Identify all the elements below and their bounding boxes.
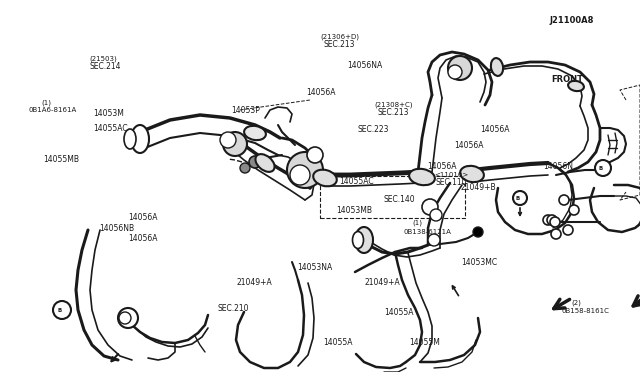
Circle shape xyxy=(448,65,462,79)
Ellipse shape xyxy=(313,170,337,186)
Ellipse shape xyxy=(244,126,266,140)
Ellipse shape xyxy=(353,231,364,248)
Circle shape xyxy=(547,215,557,225)
Text: 14055AC: 14055AC xyxy=(339,177,374,186)
Circle shape xyxy=(569,205,579,215)
Text: 14056NB: 14056NB xyxy=(99,224,134,233)
Circle shape xyxy=(223,132,247,156)
Circle shape xyxy=(290,165,310,185)
Text: 14055A: 14055A xyxy=(384,308,413,317)
Circle shape xyxy=(307,147,323,163)
Text: (1): (1) xyxy=(413,220,423,227)
Text: 0B158-8161C: 0B158-8161C xyxy=(562,308,610,314)
Circle shape xyxy=(220,132,236,148)
Text: 14053NA: 14053NA xyxy=(298,263,333,272)
Text: SEC.210: SEC.210 xyxy=(218,304,249,313)
Ellipse shape xyxy=(124,129,136,149)
Text: B: B xyxy=(599,166,603,170)
Text: 14055M: 14055M xyxy=(410,338,440,347)
Text: SEC.213: SEC.213 xyxy=(378,108,409,117)
Circle shape xyxy=(53,301,71,319)
Ellipse shape xyxy=(568,81,584,91)
Ellipse shape xyxy=(131,125,149,153)
Text: J21100A8: J21100A8 xyxy=(549,16,593,25)
Ellipse shape xyxy=(409,169,435,185)
Ellipse shape xyxy=(491,58,503,76)
Circle shape xyxy=(430,209,442,221)
Circle shape xyxy=(287,152,323,188)
Text: 14056A: 14056A xyxy=(128,234,157,243)
Circle shape xyxy=(422,199,438,215)
Text: 14055A: 14055A xyxy=(323,338,353,347)
Circle shape xyxy=(118,308,138,328)
Text: 14055AC: 14055AC xyxy=(93,124,127,133)
Text: (21308+C): (21308+C) xyxy=(374,102,413,108)
Circle shape xyxy=(543,215,553,225)
Text: B: B xyxy=(516,196,520,201)
Circle shape xyxy=(550,217,560,227)
Circle shape xyxy=(428,234,440,246)
Circle shape xyxy=(551,229,561,239)
Text: 14056A: 14056A xyxy=(128,213,157,222)
Text: 21049+B: 21049+B xyxy=(461,183,497,192)
Text: SEC.213: SEC.213 xyxy=(323,40,355,49)
Circle shape xyxy=(513,191,527,205)
Text: 14055MB: 14055MB xyxy=(44,155,79,164)
Text: 0B138-6121A: 0B138-6121A xyxy=(403,230,451,235)
Text: SEC.214: SEC.214 xyxy=(90,62,121,71)
Ellipse shape xyxy=(460,166,484,182)
Text: 14053M: 14053M xyxy=(93,109,124,118)
Text: (1): (1) xyxy=(42,99,52,106)
Text: FRONT: FRONT xyxy=(552,76,584,84)
Text: B: B xyxy=(58,308,62,312)
Text: 0B1A6-8161A: 0B1A6-8161A xyxy=(29,107,77,113)
Text: (21503): (21503) xyxy=(90,55,117,62)
Circle shape xyxy=(473,227,483,237)
Text: 14056A: 14056A xyxy=(428,162,457,171)
Text: 14056NA: 14056NA xyxy=(348,61,383,70)
Circle shape xyxy=(249,156,261,168)
Text: 14056A: 14056A xyxy=(306,88,335,97)
Text: (21306+D): (21306+D) xyxy=(320,34,359,41)
Ellipse shape xyxy=(355,227,373,253)
Text: 14056A: 14056A xyxy=(480,125,509,134)
Text: 14056N: 14056N xyxy=(543,162,573,171)
Text: 14056A: 14056A xyxy=(454,141,484,150)
Text: SEC.110: SEC.110 xyxy=(435,178,467,187)
Circle shape xyxy=(448,56,472,80)
Text: SEC.223: SEC.223 xyxy=(357,125,388,134)
Circle shape xyxy=(563,225,573,235)
Text: 21049+A: 21049+A xyxy=(237,278,273,287)
Circle shape xyxy=(559,195,569,205)
Text: 14053MC: 14053MC xyxy=(461,258,497,267)
Text: 21049+A: 21049+A xyxy=(365,278,401,287)
Text: <11010>: <11010> xyxy=(434,172,468,178)
Text: 14053MB: 14053MB xyxy=(336,206,372,215)
Circle shape xyxy=(240,163,250,173)
Text: SEC.140: SEC.140 xyxy=(384,195,415,203)
Ellipse shape xyxy=(255,154,275,172)
Text: (2): (2) xyxy=(571,300,580,307)
Circle shape xyxy=(119,312,131,324)
Circle shape xyxy=(595,160,611,176)
Text: 14053P: 14053P xyxy=(232,106,260,115)
Bar xyxy=(320,176,465,218)
